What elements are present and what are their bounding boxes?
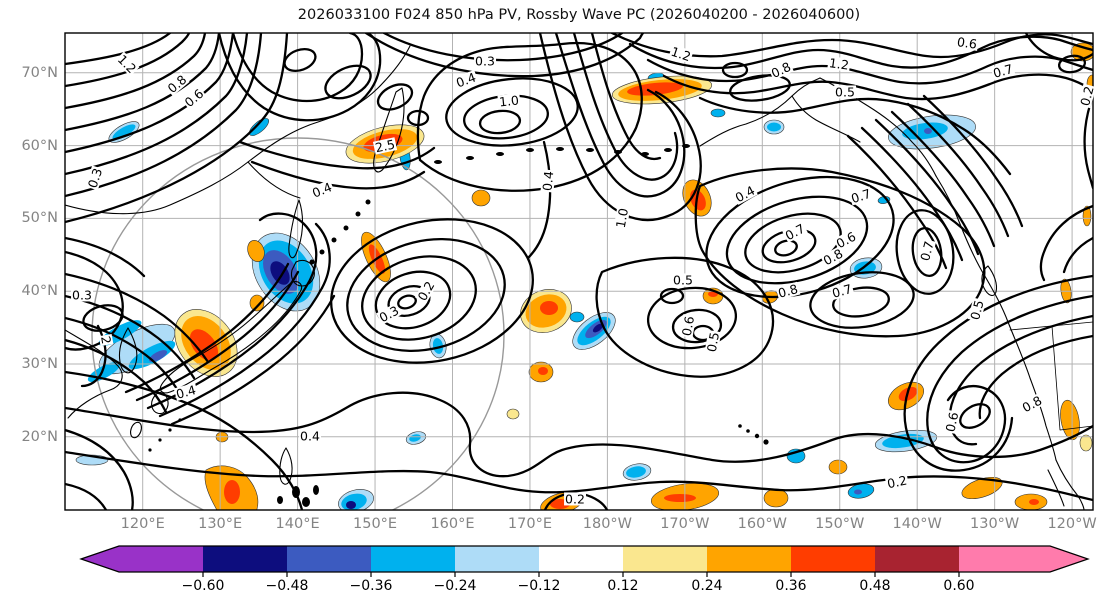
colorbar-outline xyxy=(79,545,1090,573)
colorbar-tick-label: 0.36 xyxy=(775,578,807,594)
negative-anomaly xyxy=(710,108,726,118)
negative-anomaly xyxy=(569,311,585,323)
negative-anomaly xyxy=(112,124,136,140)
colorbar-tick-label: 0.24 xyxy=(691,578,723,594)
plot-frame xyxy=(64,32,1094,511)
colorbar-segment xyxy=(875,546,959,572)
colorbar-segment xyxy=(455,546,539,572)
chart-title: 2026033100 F024 850 hPa PV, Rossby Wave … xyxy=(297,7,861,23)
negative-anomaly xyxy=(128,340,176,370)
positive-anomaly xyxy=(1029,499,1039,505)
colorbar-tick-label: −0.12 xyxy=(517,578,561,594)
positive-anomaly xyxy=(763,488,789,508)
colorbar-segment xyxy=(371,546,455,572)
positive-anomaly xyxy=(506,408,520,420)
contour-value-label: 0.2 xyxy=(564,491,586,507)
negative-anomaly xyxy=(924,128,932,134)
negative-anomaly xyxy=(626,466,646,478)
colorbar-tick-label: 0.12 xyxy=(607,578,639,594)
colorbar-tick-label: −0.24 xyxy=(433,578,477,594)
colorbar-extend-right xyxy=(1050,546,1088,572)
positive-anomaly xyxy=(664,494,696,502)
contour-value-label: 1.0 xyxy=(497,92,521,110)
x-tick-label: 130°W xyxy=(970,516,1020,532)
colorbar-tick-label: 0.60 xyxy=(943,578,975,594)
contour-value-label: 0.6 xyxy=(678,314,698,338)
x-tick-label: 170°W xyxy=(660,516,710,532)
contour-value-label: 0.4 xyxy=(539,169,557,193)
positive-anomaly xyxy=(1082,205,1092,227)
colorbar-segment xyxy=(119,546,203,572)
positive-anomaly xyxy=(471,189,491,207)
x-tick-label: 160°E xyxy=(430,516,475,532)
positive-anomaly xyxy=(224,480,240,504)
positive-anomaly xyxy=(249,294,265,312)
colorbar-tick-label: 0.48 xyxy=(859,578,891,594)
contour-value-label: 0.3 xyxy=(474,53,496,69)
contour-value-label: 0.5 xyxy=(672,272,694,288)
contour-value-label: 0.3 xyxy=(71,287,93,303)
pv-contours xyxy=(65,33,1093,510)
x-tick-label: 120°E xyxy=(120,516,165,532)
positive-anomaly xyxy=(540,301,558,315)
colorbar-segment xyxy=(287,546,371,572)
positive-anomaly xyxy=(1060,399,1080,441)
negative-anomaly xyxy=(248,118,270,136)
colorbar-tick-label: −0.36 xyxy=(349,578,393,594)
positive-anomaly xyxy=(538,367,548,375)
x-tick-label: 170°E xyxy=(507,516,552,532)
negative-anomaly xyxy=(767,122,781,132)
y-tick-label: 60°N xyxy=(21,137,58,154)
colorbar-segment xyxy=(539,546,623,572)
positive-anomaly xyxy=(247,240,265,262)
x-tick-label: 180°W xyxy=(582,516,633,532)
positive-anomaly xyxy=(189,329,219,361)
colorbar-segment xyxy=(959,546,1050,572)
x-tick-label: 120°W xyxy=(1047,516,1097,532)
positive-anomaly xyxy=(828,459,848,475)
colorbar-segment xyxy=(203,546,287,572)
negative-anomaly xyxy=(854,489,862,495)
y-tick-label: 20°N xyxy=(21,428,58,445)
negative-anomaly xyxy=(432,338,444,354)
contour-value-label: 0.5 xyxy=(703,330,723,354)
y-tick-label: 50°N xyxy=(21,210,58,227)
colorbar-segment xyxy=(707,546,791,572)
contour-value-label: 1.0 xyxy=(612,206,632,230)
y-tick-label: 40°N xyxy=(21,283,58,300)
negative-anomaly xyxy=(346,501,356,509)
y-tick-label: 70°N xyxy=(21,64,58,81)
x-tick-label: 150°W xyxy=(815,516,865,532)
negative-anomaly xyxy=(270,261,290,285)
negative-anomaly xyxy=(148,350,168,362)
y-tick-label: 30°N xyxy=(21,356,58,372)
contour-value-label: 0.6 xyxy=(955,34,979,52)
negative-anomaly xyxy=(409,434,421,442)
colorbar xyxy=(79,545,1090,577)
contour-value-label: 0.4 xyxy=(299,428,321,444)
positive-anomaly xyxy=(1079,434,1093,452)
colorbar-tick-label: −0.48 xyxy=(265,578,309,594)
colorbar-segment xyxy=(791,546,875,572)
x-tick-label: 150°E xyxy=(353,516,398,532)
colorbar-tick-label: −0.60 xyxy=(181,578,225,594)
x-tick-label: 160°W xyxy=(737,516,787,532)
range-ring xyxy=(91,137,505,510)
negative-anomaly xyxy=(882,433,924,449)
x-tick-label: 130°E xyxy=(198,516,243,532)
contour-value-label: 0.5 xyxy=(834,84,856,100)
negative-anomaly xyxy=(592,323,604,333)
colorbar-segment xyxy=(623,546,707,572)
colorbar-extend-left xyxy=(81,546,119,572)
x-tick-label: 140°W xyxy=(892,516,942,532)
x-tick-label: 140°E xyxy=(275,516,320,532)
contour-value-label: 1.2 xyxy=(827,55,851,73)
